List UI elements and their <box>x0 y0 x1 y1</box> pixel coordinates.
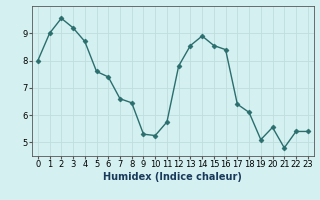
X-axis label: Humidex (Indice chaleur): Humidex (Indice chaleur) <box>103 172 242 182</box>
